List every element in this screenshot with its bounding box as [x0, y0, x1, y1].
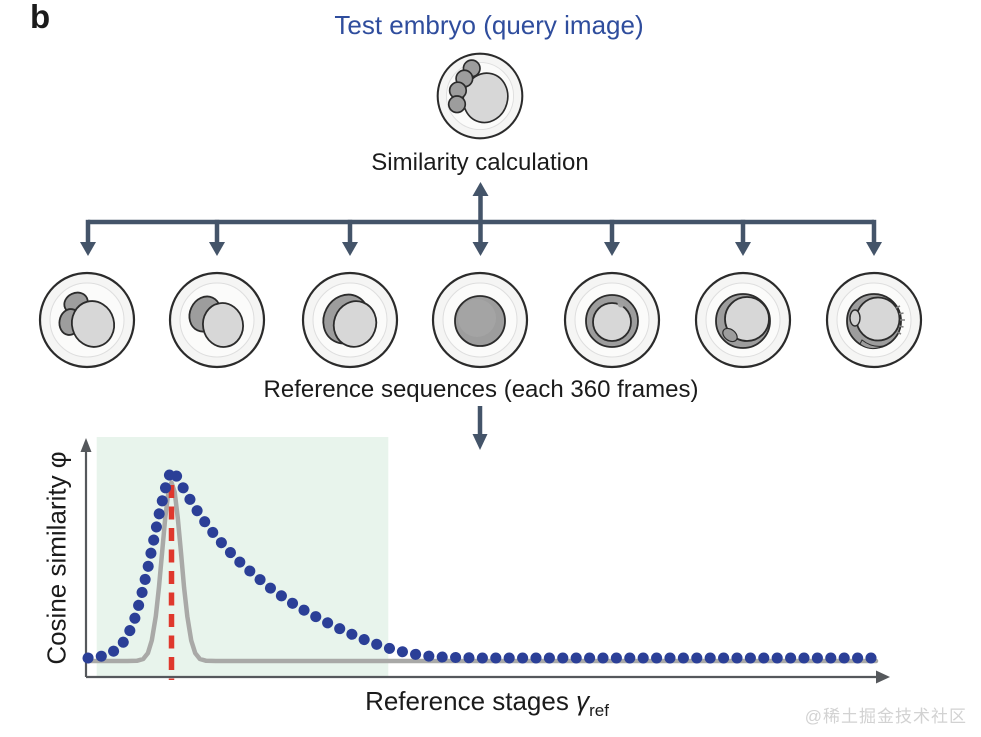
down-arrow-icon: [472, 242, 489, 256]
highlighted-stage-region: [96, 437, 389, 677]
fanout-arrows: [80, 182, 882, 256]
reference-embryo-2: [168, 271, 266, 369]
reference-embryo-1: [38, 271, 136, 369]
down-arrow-icon: [604, 242, 620, 256]
panel-label: b: [30, 0, 51, 35]
x-axis-arrow-icon: [876, 670, 890, 684]
up-arrow-icon: [472, 182, 489, 196]
similarity-calculation-label: Similarity calculation: [371, 149, 589, 176]
reference-sequences-label: Reference sequences (each 360 frames): [263, 376, 699, 403]
down-arrow-icon: [342, 242, 358, 256]
y-axis-label: Cosine similarity φ: [41, 451, 72, 665]
series-solid: [85, 480, 879, 664]
query-embryo-illustration: [436, 52, 524, 140]
down-arrow-icon: [80, 242, 96, 256]
reference-embryo-6: [694, 271, 792, 369]
down-arrow-icon: [472, 434, 488, 450]
gamma-subscript: ref: [589, 701, 609, 720]
similarity-chart: [80, 437, 890, 684]
reference-embryo-5: [563, 271, 661, 369]
x-axis-label: Reference stages γref: [365, 686, 609, 720]
reference-embryo-3: [301, 271, 399, 369]
down-arrow-icon: [735, 242, 751, 256]
y-axis-arrow-icon: [80, 438, 92, 452]
reference-embryo-7: [825, 271, 923, 369]
down-arrow-icon: [209, 242, 225, 256]
reference-embryo-4: [431, 271, 529, 369]
gamma-symbol: γ: [576, 686, 590, 716]
down-arrow-icon: [866, 242, 882, 256]
x-axis-label-text: Reference stages: [365, 686, 577, 716]
flow-down-arrow: [472, 406, 488, 450]
series-dotted: [82, 464, 882, 664]
watermark: @稀土掘金技术社区: [804, 707, 967, 726]
figure-title: Test embryo (query image): [334, 10, 644, 40]
